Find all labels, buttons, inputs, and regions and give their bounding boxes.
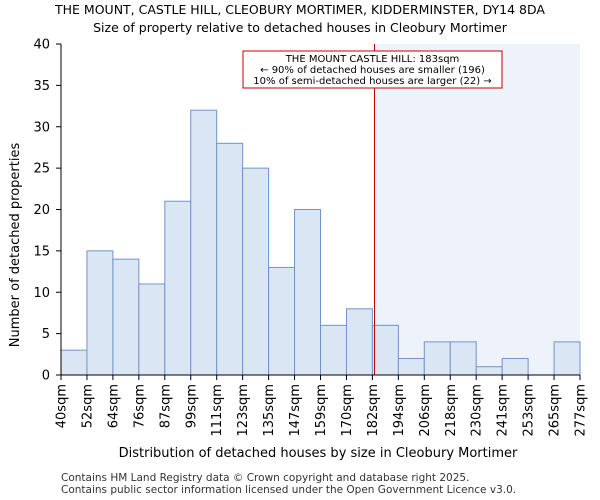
x-tick-label: 241sqm — [496, 384, 511, 437]
annotation-line-1: THE MOUNT CASTLE HILL: 183sqm — [285, 54, 460, 65]
y-tick-label: 35 — [33, 79, 50, 94]
annotation-line-2: ← 90% of detached houses are smaller (19… — [260, 65, 485, 76]
footer-line-2: Contains public sector information licen… — [61, 484, 516, 496]
y-tick-label: 40 — [33, 38, 50, 53]
histogram-bar — [449, 341, 477, 376]
annotation-box — [242, 50, 503, 89]
histogram-bar — [294, 209, 321, 376]
x-tick-label: 99sqm — [184, 384, 199, 428]
x-tick-label: 194sqm — [392, 384, 407, 437]
y-tick-label: 15 — [33, 244, 50, 259]
y-axis-label: Number of detached properties — [8, 143, 23, 348]
histogram-bar — [475, 366, 503, 376]
x-tick-label: 135sqm — [262, 384, 277, 437]
x-tick-label: 218sqm — [444, 384, 459, 437]
x-tick-label: 182sqm — [366, 384, 381, 437]
histogram-bar — [216, 142, 244, 376]
y-tick-label: 25 — [33, 162, 50, 177]
histogram-bar — [164, 200, 192, 376]
x-tick-label: 265sqm — [548, 384, 563, 437]
histogram-bar — [501, 357, 529, 376]
y-tick-label: 0 — [42, 369, 50, 384]
x-tick-label: 230sqm — [470, 384, 485, 437]
histogram-bar — [345, 308, 373, 376]
x-tick-label: 159sqm — [314, 384, 329, 437]
y-tick-label: 5 — [42, 327, 50, 342]
histogram-bar — [423, 341, 451, 376]
x-tick-label: 147sqm — [288, 384, 303, 437]
chart-title: THE MOUNT, CASTLE HILL, CLEOBURY MORTIME… — [54, 2, 545, 17]
x-tick-label: 52sqm — [80, 384, 95, 428]
shaded-region — [374, 44, 580, 375]
histogram-bar — [320, 324, 347, 376]
chart-subtitle: Size of property relative to detached ho… — [93, 20, 508, 35]
histogram-bar — [268, 266, 296, 376]
histogram-bar — [242, 167, 270, 376]
annotation-line-3: 10% of semi-detached houses are larger (… — [253, 76, 491, 87]
x-axis-label: Distribution of detached houses by size … — [119, 446, 518, 461]
x-tick-label: 40sqm — [55, 384, 70, 428]
histogram-bar — [371, 324, 399, 376]
footer-line-1: Contains HM Land Registry data © Crown c… — [61, 472, 469, 484]
histogram-bar — [112, 258, 140, 376]
x-tick-label: 76sqm — [132, 384, 147, 428]
x-tick-label: 277sqm — [574, 384, 589, 437]
histogram-bar — [86, 250, 114, 376]
x-tick-label: 253sqm — [522, 384, 537, 437]
histogram-bar — [60, 349, 88, 376]
x-tick-label: 87sqm — [158, 384, 173, 428]
histogram-bar — [138, 283, 166, 376]
y-tick-label: 20 — [33, 203, 50, 218]
histogram-bar — [553, 341, 581, 376]
x-tick-label: 170sqm — [340, 384, 355, 437]
histogram-bar — [397, 357, 425, 376]
histogram-bar — [190, 109, 218, 376]
plot-area: 0 5 10 15 20 25 30 35 40 40sqm 52sqm 64sqm 76sqm 87sq… — [33, 38, 588, 437]
x-tick-label: 111sqm — [210, 384, 225, 437]
y-tick-label: 30 — [33, 120, 50, 135]
x-tick-label: 64sqm — [106, 384, 121, 428]
x-tick-label: 206sqm — [418, 384, 433, 437]
x-tick-label: 123sqm — [236, 384, 251, 437]
y-tick-label: 10 — [33, 286, 50, 301]
